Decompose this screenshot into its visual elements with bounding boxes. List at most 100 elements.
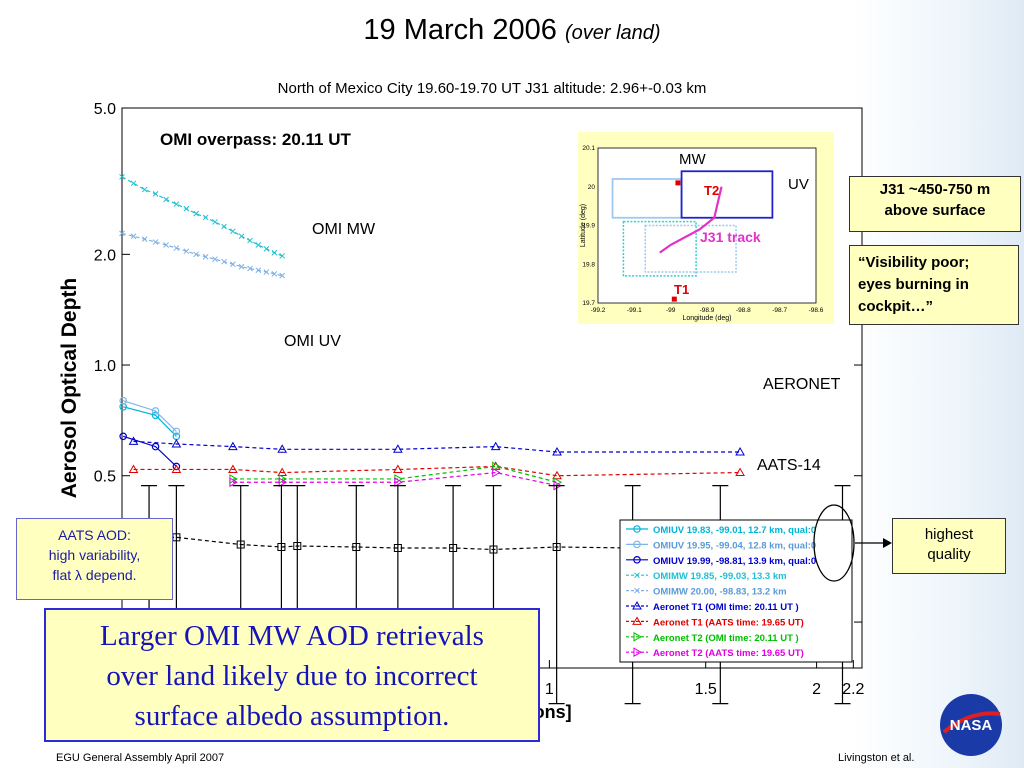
data-point <box>228 464 238 473</box>
j31-note-line-2: above surface <box>884 202 986 219</box>
qual-highlight-ellipse <box>813 504 855 582</box>
aats-14-label: AATS-14 <box>757 457 821 474</box>
data-point <box>490 461 501 470</box>
data-point <box>633 631 643 642</box>
inset-x-tick: -98.6 <box>809 307 824 314</box>
data-point <box>279 253 286 259</box>
inset-y-label: Latitude (deg) <box>580 204 587 247</box>
data-point <box>277 542 286 551</box>
data-point <box>394 477 403 488</box>
inset-x-label: Longitude (deg) <box>682 315 731 322</box>
data-point <box>277 467 288 477</box>
footer-authors: Livingston et al. <box>838 752 915 764</box>
data-point <box>634 572 640 579</box>
data-point <box>279 272 286 279</box>
data-point <box>183 205 190 212</box>
inset-mw-pixel <box>644 224 737 273</box>
data-point <box>171 438 182 448</box>
series-line <box>121 176 283 257</box>
data-point <box>278 477 288 488</box>
series-line <box>133 440 741 453</box>
data-point <box>490 441 501 451</box>
data-point <box>130 180 137 187</box>
inset-uv-label: UV <box>788 176 809 193</box>
data-point <box>393 543 402 552</box>
data-point <box>128 464 139 473</box>
data-point <box>152 191 159 197</box>
data-point <box>152 239 159 245</box>
data-point <box>228 441 238 451</box>
visibility-quote-note: “Visibility poor; eyes burning in cockpi… <box>849 245 1019 325</box>
data-point <box>735 447 745 456</box>
x-tick-label: 1 <box>545 681 554 698</box>
data-point <box>263 269 270 275</box>
data-point <box>230 228 236 235</box>
data-point <box>255 267 262 274</box>
legend-entry: OMIUV 19.83, -99.01, 12.7 km, qual:0 <box>653 525 816 536</box>
aats-line-1: AATS AOD: <box>58 527 131 543</box>
x-tick-label: 1.5 <box>695 681 717 698</box>
data-point <box>151 407 160 415</box>
data-point <box>263 245 270 252</box>
y-tick-label: 2.0 <box>94 247 116 264</box>
slide-title: 19 March 2006 (over land) <box>0 14 1024 47</box>
data-point <box>632 600 642 610</box>
data-point <box>141 236 148 242</box>
data-point <box>255 242 262 248</box>
visibility-line-1: “Visibility poor; <box>858 254 970 271</box>
inset-uv-pixel <box>680 170 774 219</box>
chart-title: North of Mexico City 19.60-19.70 UT J31 … <box>278 80 707 97</box>
data-point <box>633 540 641 549</box>
series-line <box>133 465 741 477</box>
slide-background <box>854 0 1024 768</box>
inset-t1-marker <box>671 296 677 302</box>
legend-entry: Aeronet T2 (OMI time: 20.11 UT ) <box>653 633 799 644</box>
data-point <box>633 555 641 564</box>
inset-x-tick: -98.8 <box>736 307 751 314</box>
hq-line-2: quality <box>927 546 971 563</box>
data-point <box>221 258 227 265</box>
legend-entry: OMIUV 19.99, -98.81, 13.9 km, qual:0 <box>653 556 816 567</box>
inset-y-tick: 20.1 <box>582 145 595 152</box>
inset-y-tick: 19.8 <box>582 261 595 268</box>
data-point <box>238 263 245 270</box>
inset-y-tick: 20 <box>588 184 596 191</box>
data-point <box>489 545 498 554</box>
data-point <box>119 396 127 405</box>
y-axis-label: Aerosol Optical Depth <box>58 278 81 499</box>
conclusion-line-3: surface albedo assumption. <box>134 700 450 732</box>
data-point <box>247 237 253 244</box>
inset-x-tick: -98.9 <box>700 307 715 314</box>
data-point <box>633 647 643 658</box>
legend-entry: OMIMW 20.00, -98.83, 13.2 km <box>653 587 787 598</box>
inset-frame <box>597 147 817 304</box>
series-line <box>122 400 177 432</box>
inset-track-label: J31 track <box>700 229 761 245</box>
data-point <box>632 616 642 625</box>
hq-line-1: highest <box>924 526 974 543</box>
data-point <box>173 245 180 251</box>
data-point <box>151 442 160 451</box>
omi-overpass-label: OMI overpass: 20.11 UT <box>160 130 351 149</box>
omi-mw-label: OMI MW <box>312 221 376 238</box>
j31-note-line-1: J31 ~450-750 m <box>879 181 991 198</box>
inset-y-tick: 19.9 <box>582 223 595 230</box>
footer-conference: EGU General Assembly April 2007 <box>56 752 225 764</box>
data-point <box>202 253 209 260</box>
conclusion-note: Larger OMI MW AOD retrievals over land l… <box>44 608 540 742</box>
visibility-line-3: cockpit…” <box>858 298 934 315</box>
data-point <box>552 542 561 551</box>
data-point <box>271 270 278 277</box>
inset-t1-label: T1 <box>674 282 689 297</box>
series-line <box>122 435 177 467</box>
data-point <box>151 411 160 420</box>
conclusion-line-1: Larger OMI MW AOD retrievals <box>100 620 484 652</box>
data-point <box>173 201 180 207</box>
legend-entry: Aeronet T2 (AATS time: 19.65 UT) <box>653 648 804 659</box>
data-point <box>212 256 218 263</box>
data-point <box>238 233 245 240</box>
data-point <box>247 265 253 272</box>
data-point <box>230 261 236 268</box>
j31-altitude-note: J31 ~450-750 m above surface <box>849 176 1021 232</box>
